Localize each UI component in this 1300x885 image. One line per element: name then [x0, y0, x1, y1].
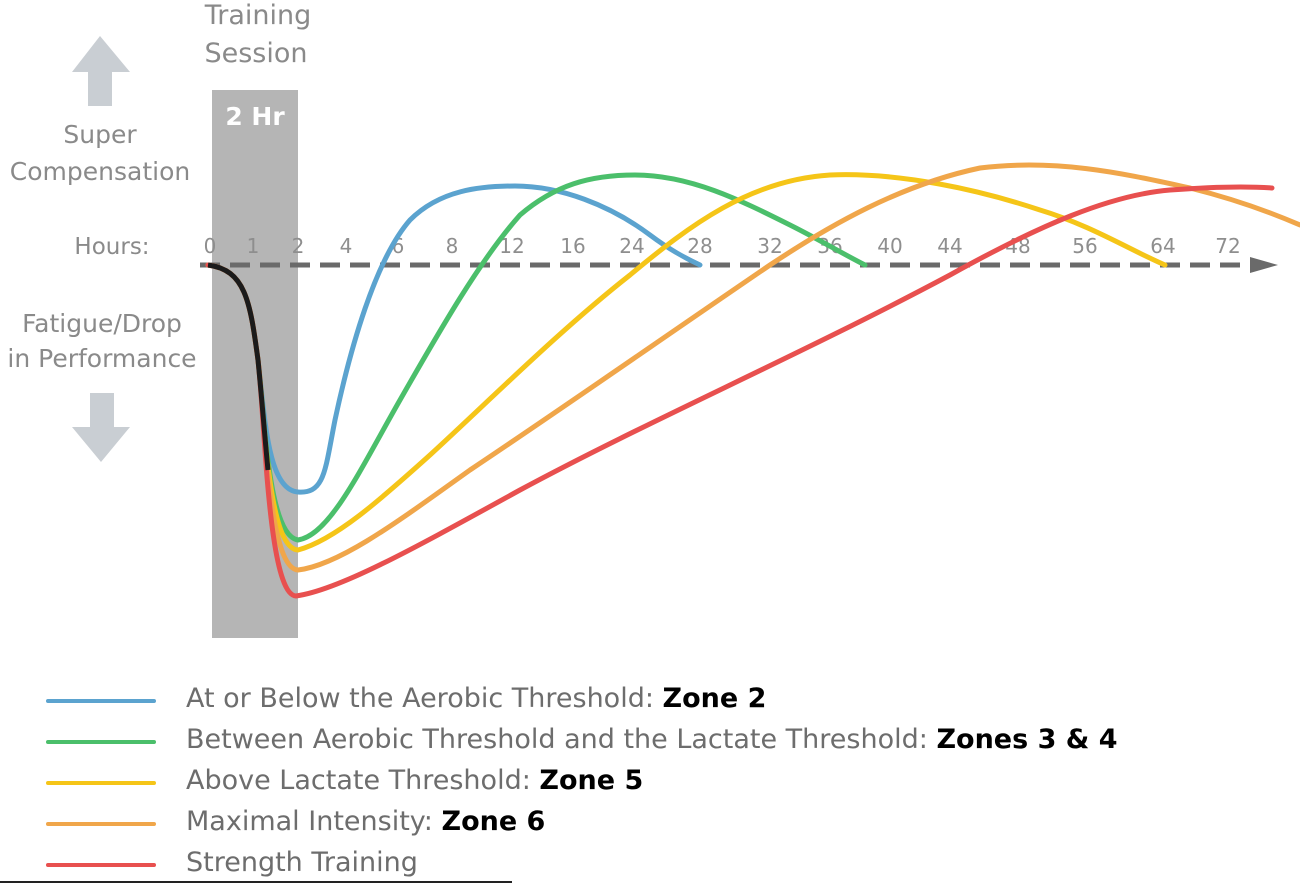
- super-comp-line2: Compensation: [10, 157, 190, 186]
- legend-label: Strength Training: [186, 847, 418, 878]
- session-title-line1: Training: [204, 0, 312, 31]
- x-tick-labels: 0 1 2 4 6 8 12 16 24 28 32 36 40 44 48 56 64 72: [204, 234, 1241, 258]
- legend-description: Maximal Intensity:: [186, 806, 442, 837]
- fatigue-line1: Fatigue/Drop: [22, 309, 182, 338]
- x-tick-label: 64: [1150, 234, 1175, 258]
- legend-swatch: [46, 822, 156, 826]
- legend-label: At or Below the Aerobic Threshold: Zone …: [186, 683, 766, 714]
- session-box-label: 2 Hr: [225, 102, 285, 131]
- bottom-rule: [0, 881, 512, 883]
- legend-zone: Zones 3 & 4: [936, 724, 1118, 755]
- legend-swatch: [46, 699, 156, 703]
- x-tick-label: 8: [446, 234, 459, 258]
- legend-item: At or Below the Aerobic Threshold: Zone …: [0, 680, 1300, 720]
- legend-label: Between Aerobic Threshold and the Lactat…: [186, 724, 1118, 755]
- legend-swatch: [46, 740, 156, 744]
- legend-label: Maximal Intensity: Zone 6: [186, 806, 545, 837]
- hours-label: Hours:: [74, 234, 149, 260]
- series-line-3: [205, 172, 1168, 553]
- training-session-band: [212, 90, 298, 638]
- x-tick-label: 72: [1215, 234, 1240, 258]
- legend-item: Between Aerobic Threshold and the Lactat…: [0, 721, 1300, 761]
- series-line-5: [205, 184, 1275, 599]
- x-tick-label: 28: [687, 234, 712, 258]
- legend-description: At or Below the Aerobic Threshold:: [186, 683, 663, 714]
- legend-zone: Zone 2: [662, 683, 767, 714]
- x-tick-label: 4: [340, 234, 353, 258]
- series-line-4: [205, 162, 1300, 573]
- legend-swatch: [46, 781, 156, 785]
- legend-label: Above Lactate Threshold: Zone 5: [186, 765, 643, 796]
- recovery-chart: 2 Hr Training Session Super Compensation…: [7, 0, 1300, 638]
- arrow-up-icon: [72, 36, 130, 106]
- x-tick-label: 32: [757, 234, 782, 258]
- x-tick-label: 0: [204, 234, 217, 258]
- arrow-down-icon: [72, 393, 130, 462]
- legend-description: Strength Training: [186, 847, 418, 878]
- super-comp-line1: Super: [63, 120, 137, 149]
- legend-item: Above Lactate Threshold: Zone 5: [0, 762, 1300, 802]
- legend-description: Above Lactate Threshold:: [186, 765, 540, 796]
- x-tick-label: 2: [292, 234, 305, 258]
- legend-description: Between Aerobic Threshold and the Lactat…: [186, 724, 937, 755]
- axis-arrowhead: [1250, 257, 1278, 273]
- legend-swatch: [46, 863, 156, 867]
- x-tick-label: 40: [877, 234, 902, 258]
- x-tick-label: 44: [937, 234, 962, 258]
- x-tick-label: 56: [1072, 234, 1097, 258]
- x-tick-label: 16: [560, 234, 585, 258]
- series-overlap-segment: [207, 262, 271, 471]
- legend-item: Strength Training: [0, 844, 1300, 884]
- fatigue-line2: in Performance: [7, 344, 196, 373]
- x-tick-label: 24: [619, 234, 644, 258]
- x-tick-label: 1: [247, 234, 260, 258]
- legend-zone: Zone 6: [441, 806, 546, 837]
- series-curves: [205, 162, 1300, 599]
- legend-zone: Zone 5: [539, 765, 644, 796]
- session-title-line2: Session: [204, 38, 307, 69]
- legend-item: Maximal Intensity: Zone 6: [0, 803, 1300, 843]
